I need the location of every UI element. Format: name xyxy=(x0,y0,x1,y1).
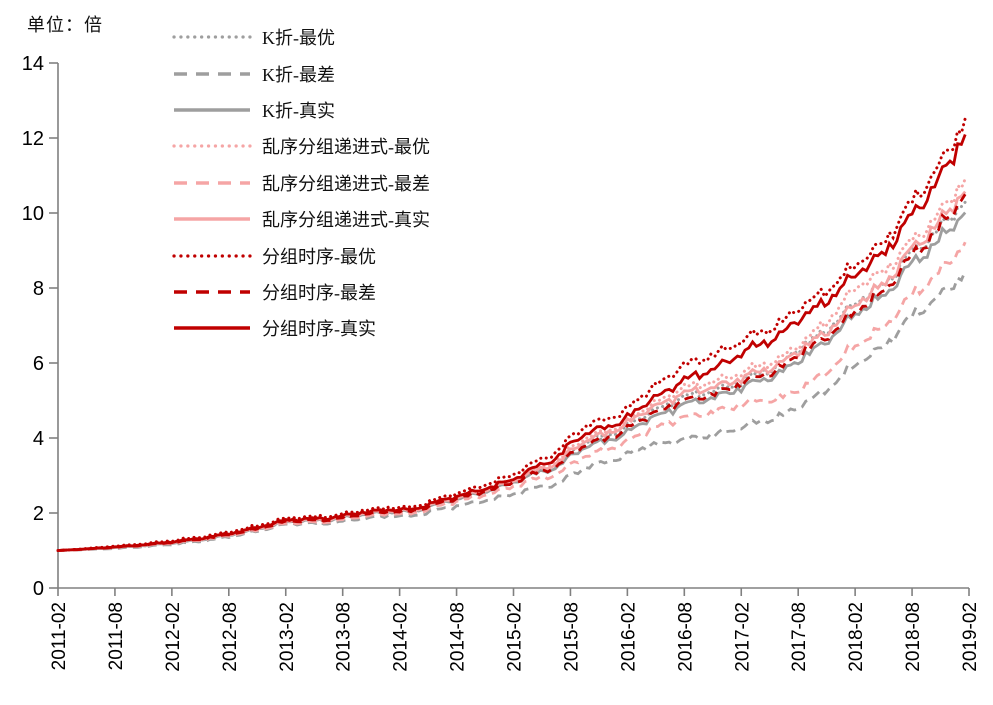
y-tick-label: 6 xyxy=(33,353,44,375)
x-tick-label: 2018-02 xyxy=(846,602,867,672)
x-tick-label: 2015-02 xyxy=(505,602,526,672)
x-tick-label: 2012-08 xyxy=(220,602,241,672)
legend-label: K折-最优 xyxy=(262,28,335,49)
shuffle-best-swatch-dotted-line xyxy=(172,144,252,148)
x-tick-label: 2014-02 xyxy=(391,602,412,672)
legend-label: 分组时序-最差 xyxy=(262,282,376,303)
grouptime-real-swatch-solid-line xyxy=(174,326,250,331)
x-tick-label: 2016-08 xyxy=(675,602,696,672)
legend-item-kfold-real: K折-真实 xyxy=(172,92,430,128)
legend-label: 乱序分组递进式-真实 xyxy=(262,210,430,231)
shuffle-worst-swatch-dashed-line xyxy=(174,181,250,185)
legend-item-kfold-best: K折-最优 xyxy=(172,19,430,55)
kfold-real-swatch-solid-line xyxy=(174,108,250,112)
y-tick-label: 8 xyxy=(33,278,44,300)
legend-item-grouptime-real: 分组时序-真实 xyxy=(172,310,430,346)
grouptime-worst-swatch-dashed-line xyxy=(174,290,250,294)
x-tick-label: 2017-02 xyxy=(732,602,753,672)
kfold-worst-swatch-dashed-line xyxy=(174,71,250,76)
legend-label: 乱序分组递进式-最优 xyxy=(262,137,430,158)
legend-label: 分组时序-真实 xyxy=(262,319,376,340)
y-tick-label: 14 xyxy=(22,53,44,75)
x-tick-label: 2017-08 xyxy=(789,602,810,672)
grouptime-best-swatch-dotted-line xyxy=(172,253,252,258)
y-tick-label: 4 xyxy=(33,428,44,450)
series-line-8 xyxy=(57,133,967,552)
legend-item-shuffle-worst: 乱序分组递进式-最差 xyxy=(172,165,430,201)
x-tick-label: 2012-02 xyxy=(163,602,184,672)
legend-item-kfold-worst: K折-最差 xyxy=(172,55,430,91)
unit-label: 单位：倍 xyxy=(27,15,103,35)
legend-label: 乱序分组递进式-最差 xyxy=(262,173,430,194)
legend-item-shuffle-real: 乱序分组递进式-真实 xyxy=(172,201,430,237)
legend-item-grouptime-best: 分组时序-最优 xyxy=(172,237,430,273)
y-tick-label: 0 xyxy=(33,578,44,600)
x-tick-label: 2018-08 xyxy=(903,602,924,672)
y-tick-label: 12 xyxy=(22,128,44,150)
x-tick-label: 2013-08 xyxy=(334,602,355,672)
legend-item-grouptime-worst: 分组时序-最差 xyxy=(172,274,430,310)
x-tick-label: 2013-02 xyxy=(277,602,298,672)
y-tick-label: 2 xyxy=(33,503,44,525)
legend-label: K折-最差 xyxy=(262,64,335,85)
legend-item-shuffle-best: 乱序分组递进式-最优 xyxy=(172,128,430,164)
kfold-best-swatch-dotted-line xyxy=(172,35,252,39)
x-tick-label: 2016-02 xyxy=(618,602,639,672)
x-tick-label: 2014-08 xyxy=(448,602,469,672)
shuffle-real-swatch-solid-line xyxy=(174,217,250,221)
legend-label: 分组时序-最优 xyxy=(262,246,376,267)
x-tick-label: 2011-02 xyxy=(49,602,70,670)
legend-label: K折-真实 xyxy=(262,100,335,121)
x-tick-label: 2015-08 xyxy=(561,602,582,672)
legend: K折-最优 K折-最差 K折-真实 乱序分组递进式-最优 乱序分组递进式-最差 … xyxy=(172,19,430,347)
y-tick-label: 10 xyxy=(22,203,44,225)
x-tick-label: 2011-08 xyxy=(106,602,127,670)
x-tick-label: 2019-02 xyxy=(960,602,981,672)
